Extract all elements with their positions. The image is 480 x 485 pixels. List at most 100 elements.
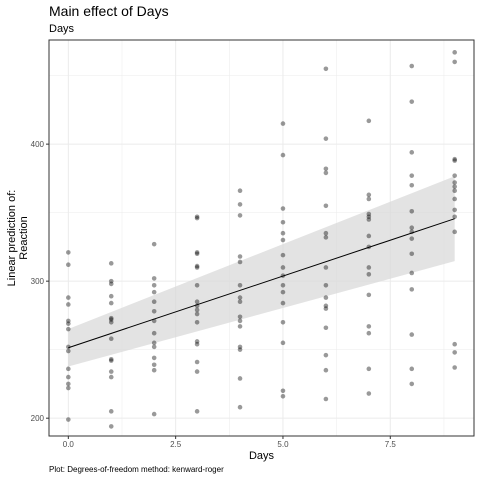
data-point bbox=[66, 374, 71, 380]
data-point bbox=[452, 184, 457, 189]
data-point bbox=[409, 236, 415, 241]
data-point bbox=[409, 366, 415, 372]
data-point bbox=[194, 265, 200, 270]
data-point bbox=[108, 319, 114, 325]
data-point bbox=[108, 261, 114, 266]
data-point bbox=[237, 299, 243, 305]
panel-border bbox=[48, 39, 475, 437]
data-point bbox=[194, 282, 200, 288]
data-point bbox=[194, 250, 200, 255]
data-point bbox=[108, 300, 114, 306]
data-point bbox=[323, 325, 329, 331]
data-point bbox=[280, 252, 286, 258]
data-point bbox=[66, 381, 71, 387]
x-tick-label: 7.5 bbox=[385, 440, 397, 449]
data-point bbox=[151, 330, 157, 336]
data-point bbox=[151, 289, 157, 295]
data-point bbox=[452, 350, 457, 355]
data-point bbox=[452, 229, 457, 235]
data-point bbox=[151, 282, 157, 288]
data-point bbox=[194, 307, 200, 313]
data-point bbox=[280, 319, 286, 325]
data-point bbox=[237, 282, 243, 288]
data-point bbox=[366, 272, 372, 277]
data-point bbox=[151, 276, 157, 281]
data-point bbox=[280, 265, 286, 270]
x-axis-title: Days bbox=[249, 450, 275, 462]
data-point bbox=[409, 182, 415, 188]
data-point bbox=[66, 250, 71, 255]
data-point bbox=[366, 211, 372, 217]
data-point bbox=[66, 302, 71, 307]
data-point bbox=[323, 367, 329, 373]
data-point bbox=[151, 355, 157, 361]
data-point bbox=[108, 424, 114, 429]
data-point bbox=[452, 196, 457, 202]
data-point bbox=[151, 362, 157, 368]
data-point bbox=[237, 259, 243, 265]
data-point bbox=[237, 314, 243, 320]
data-point bbox=[151, 241, 157, 247]
data-point bbox=[452, 173, 457, 178]
data-point bbox=[409, 173, 415, 178]
fit-line-layer bbox=[68, 218, 455, 349]
data-point bbox=[452, 341, 457, 347]
data-point bbox=[108, 315, 114, 321]
data-point bbox=[194, 214, 200, 220]
y-tick-label: 300 bbox=[31, 277, 45, 286]
data-point bbox=[366, 391, 372, 396]
data-point bbox=[323, 396, 329, 402]
data-point bbox=[280, 282, 286, 288]
chart-caption: Plot: Degrees-of-freedom method: kenward… bbox=[49, 465, 224, 474]
data-point bbox=[108, 356, 114, 362]
data-point bbox=[366, 196, 372, 202]
confidence-band bbox=[68, 176, 455, 367]
data-point bbox=[409, 251, 415, 257]
data-point bbox=[323, 303, 329, 309]
data-point bbox=[66, 366, 71, 372]
data-point bbox=[151, 299, 157, 305]
y-axis-title-line-2: Reaction bbox=[18, 216, 30, 259]
data-point bbox=[194, 369, 200, 374]
data-point bbox=[108, 409, 114, 414]
data-point bbox=[66, 295, 71, 300]
data-point bbox=[366, 324, 372, 329]
data-point bbox=[323, 235, 329, 240]
data-point bbox=[323, 136, 329, 141]
data-point bbox=[151, 340, 157, 346]
data-point bbox=[237, 344, 243, 350]
data-point bbox=[366, 233, 372, 239]
data-point bbox=[280, 121, 286, 126]
data-point bbox=[66, 417, 71, 422]
data-point bbox=[409, 150, 415, 155]
data-point bbox=[237, 213, 243, 218]
data-point bbox=[452, 180, 457, 185]
data-point bbox=[237, 318, 243, 324]
data-point bbox=[66, 321, 71, 326]
data-point bbox=[108, 369, 114, 374]
data-point bbox=[66, 344, 71, 350]
data-point bbox=[280, 230, 286, 236]
data-point bbox=[409, 63, 415, 69]
data-point bbox=[194, 311, 200, 317]
data-point bbox=[366, 330, 372, 336]
data-point bbox=[280, 388, 286, 394]
chart-subtitle: Days bbox=[49, 23, 75, 35]
data-point bbox=[323, 230, 329, 236]
data-point bbox=[409, 208, 415, 214]
data-point bbox=[194, 251, 200, 257]
confidence-band-layer bbox=[68, 176, 455, 367]
data-point bbox=[366, 366, 372, 372]
data-point bbox=[108, 293, 114, 299]
data-point bbox=[108, 281, 114, 287]
data-point bbox=[237, 324, 243, 329]
data-point bbox=[151, 344, 157, 350]
data-point bbox=[237, 347, 243, 352]
data-point bbox=[452, 50, 457, 55]
data-point bbox=[108, 374, 114, 380]
data-point bbox=[280, 300, 286, 306]
data-point bbox=[366, 217, 372, 222]
axis-ticks: 0.0 2.5 5.0 7.5 200 300 400 bbox=[31, 140, 397, 449]
data-point bbox=[323, 66, 329, 72]
